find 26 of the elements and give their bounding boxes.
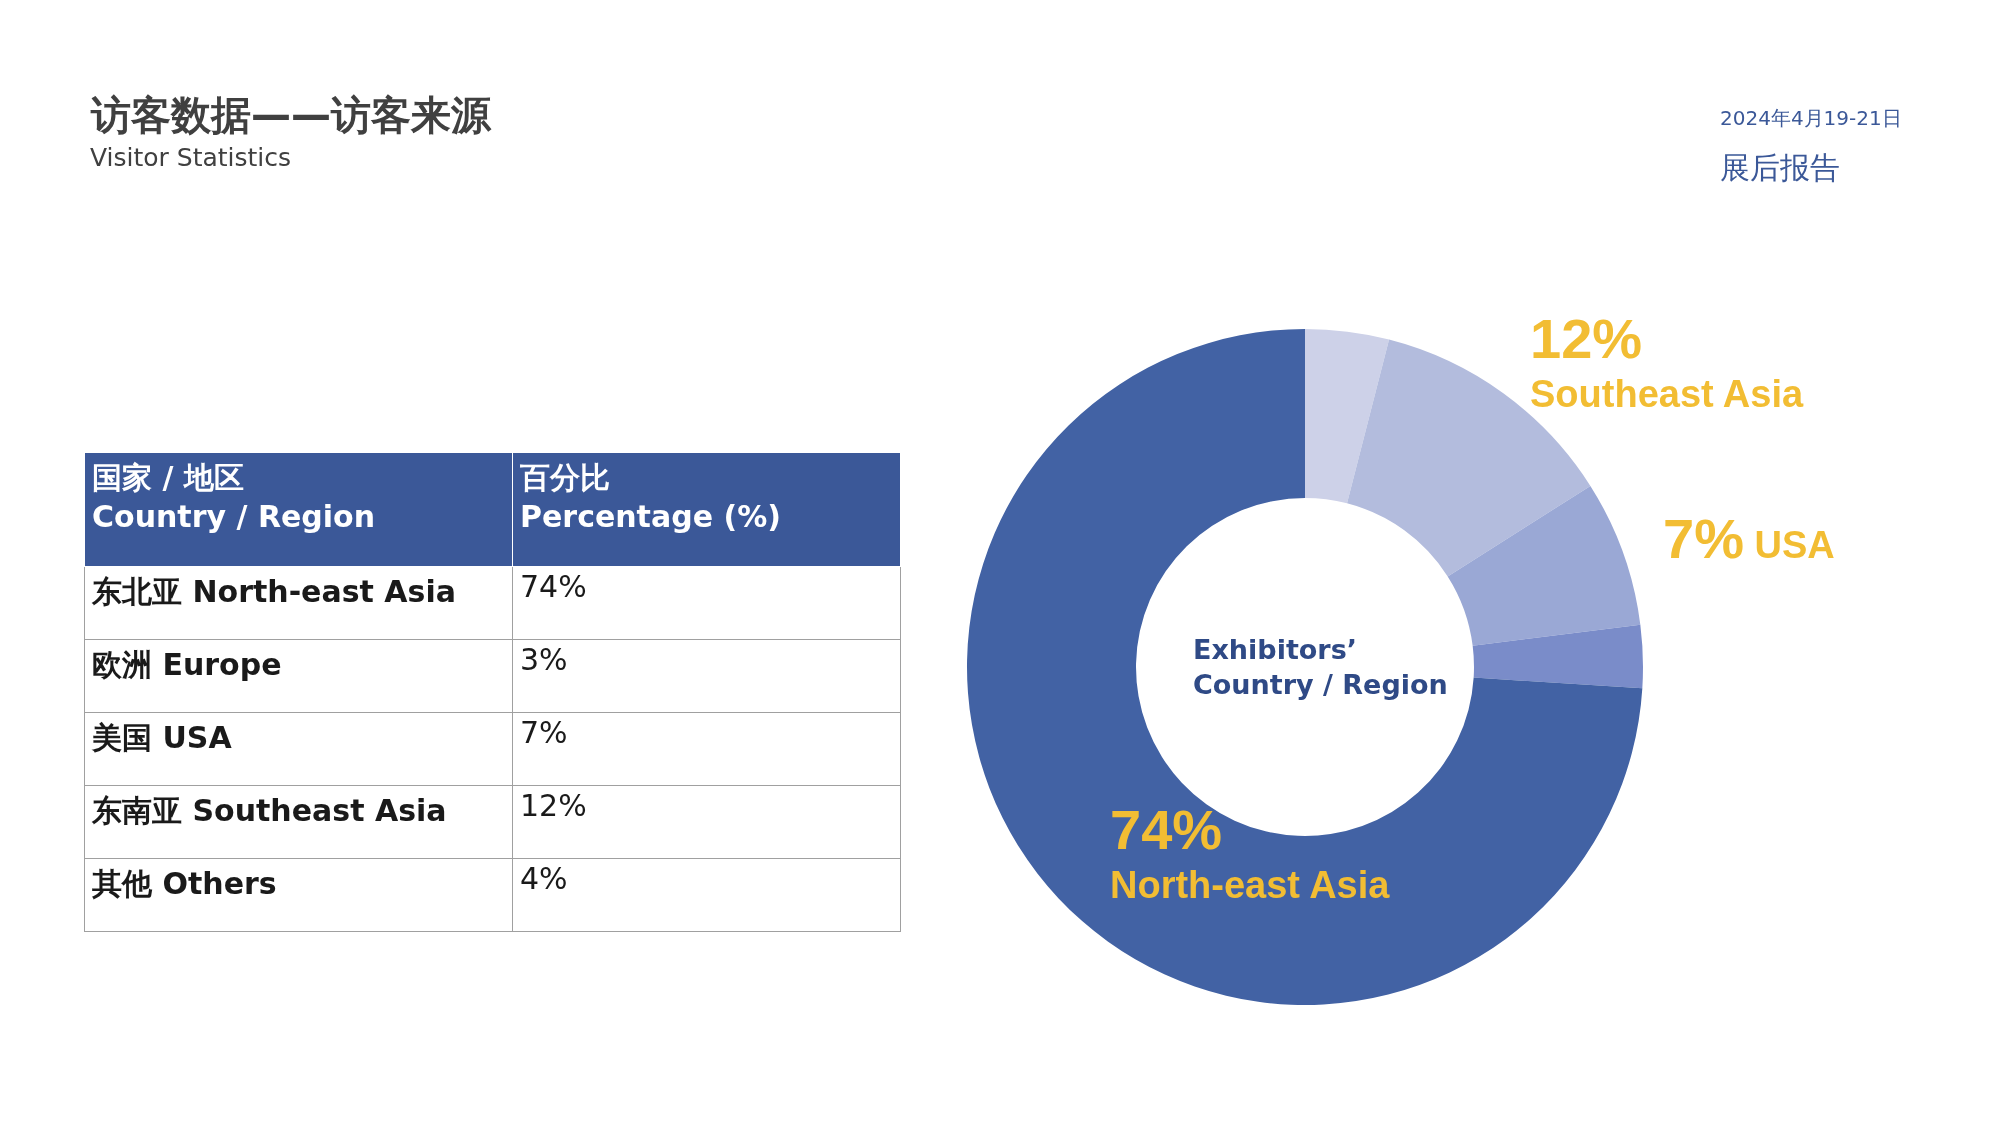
text: 访客数据——访客来源 [90, 92, 492, 138]
donut-slice [1472, 624, 1643, 689]
text: 2024年4月19-21日 [1720, 106, 1902, 130]
text: 7% [520, 714, 568, 750]
text: 展后报告 [1720, 150, 1840, 185]
category-label: 美国 USA [91, 720, 233, 755]
category-label: 东南亚 Southeast Asia [91, 793, 447, 828]
category-label: 东北亚 North-east Asia [91, 574, 456, 609]
data-label: 12% [1530, 307, 1643, 370]
text: Exhibitors’ Country / Region [1193, 634, 1448, 701]
text: 百分比 Percentage (%) [519, 460, 781, 534]
data-label: 7% [1663, 507, 1744, 570]
text: 4% [520, 860, 568, 896]
donut-slice [1305, 329, 1390, 504]
category-label: 欧洲 Europe [92, 647, 282, 682]
slice-label: Southeast Asia [1530, 373, 1804, 416]
text: 74% [520, 568, 587, 604]
text: 国家 / 地区 Country / Region [92, 460, 376, 534]
data-label: 74% [1110, 798, 1223, 861]
category-label: 其他 Others [91, 866, 277, 901]
slice-label: North-east Asia [1110, 864, 1391, 907]
slice-label: USA [1754, 524, 1835, 566]
text: 3% [520, 641, 568, 677]
text: Visitor Statistics [90, 143, 292, 172]
donut-slice [1447, 485, 1641, 646]
text: 12% [520, 787, 587, 823]
